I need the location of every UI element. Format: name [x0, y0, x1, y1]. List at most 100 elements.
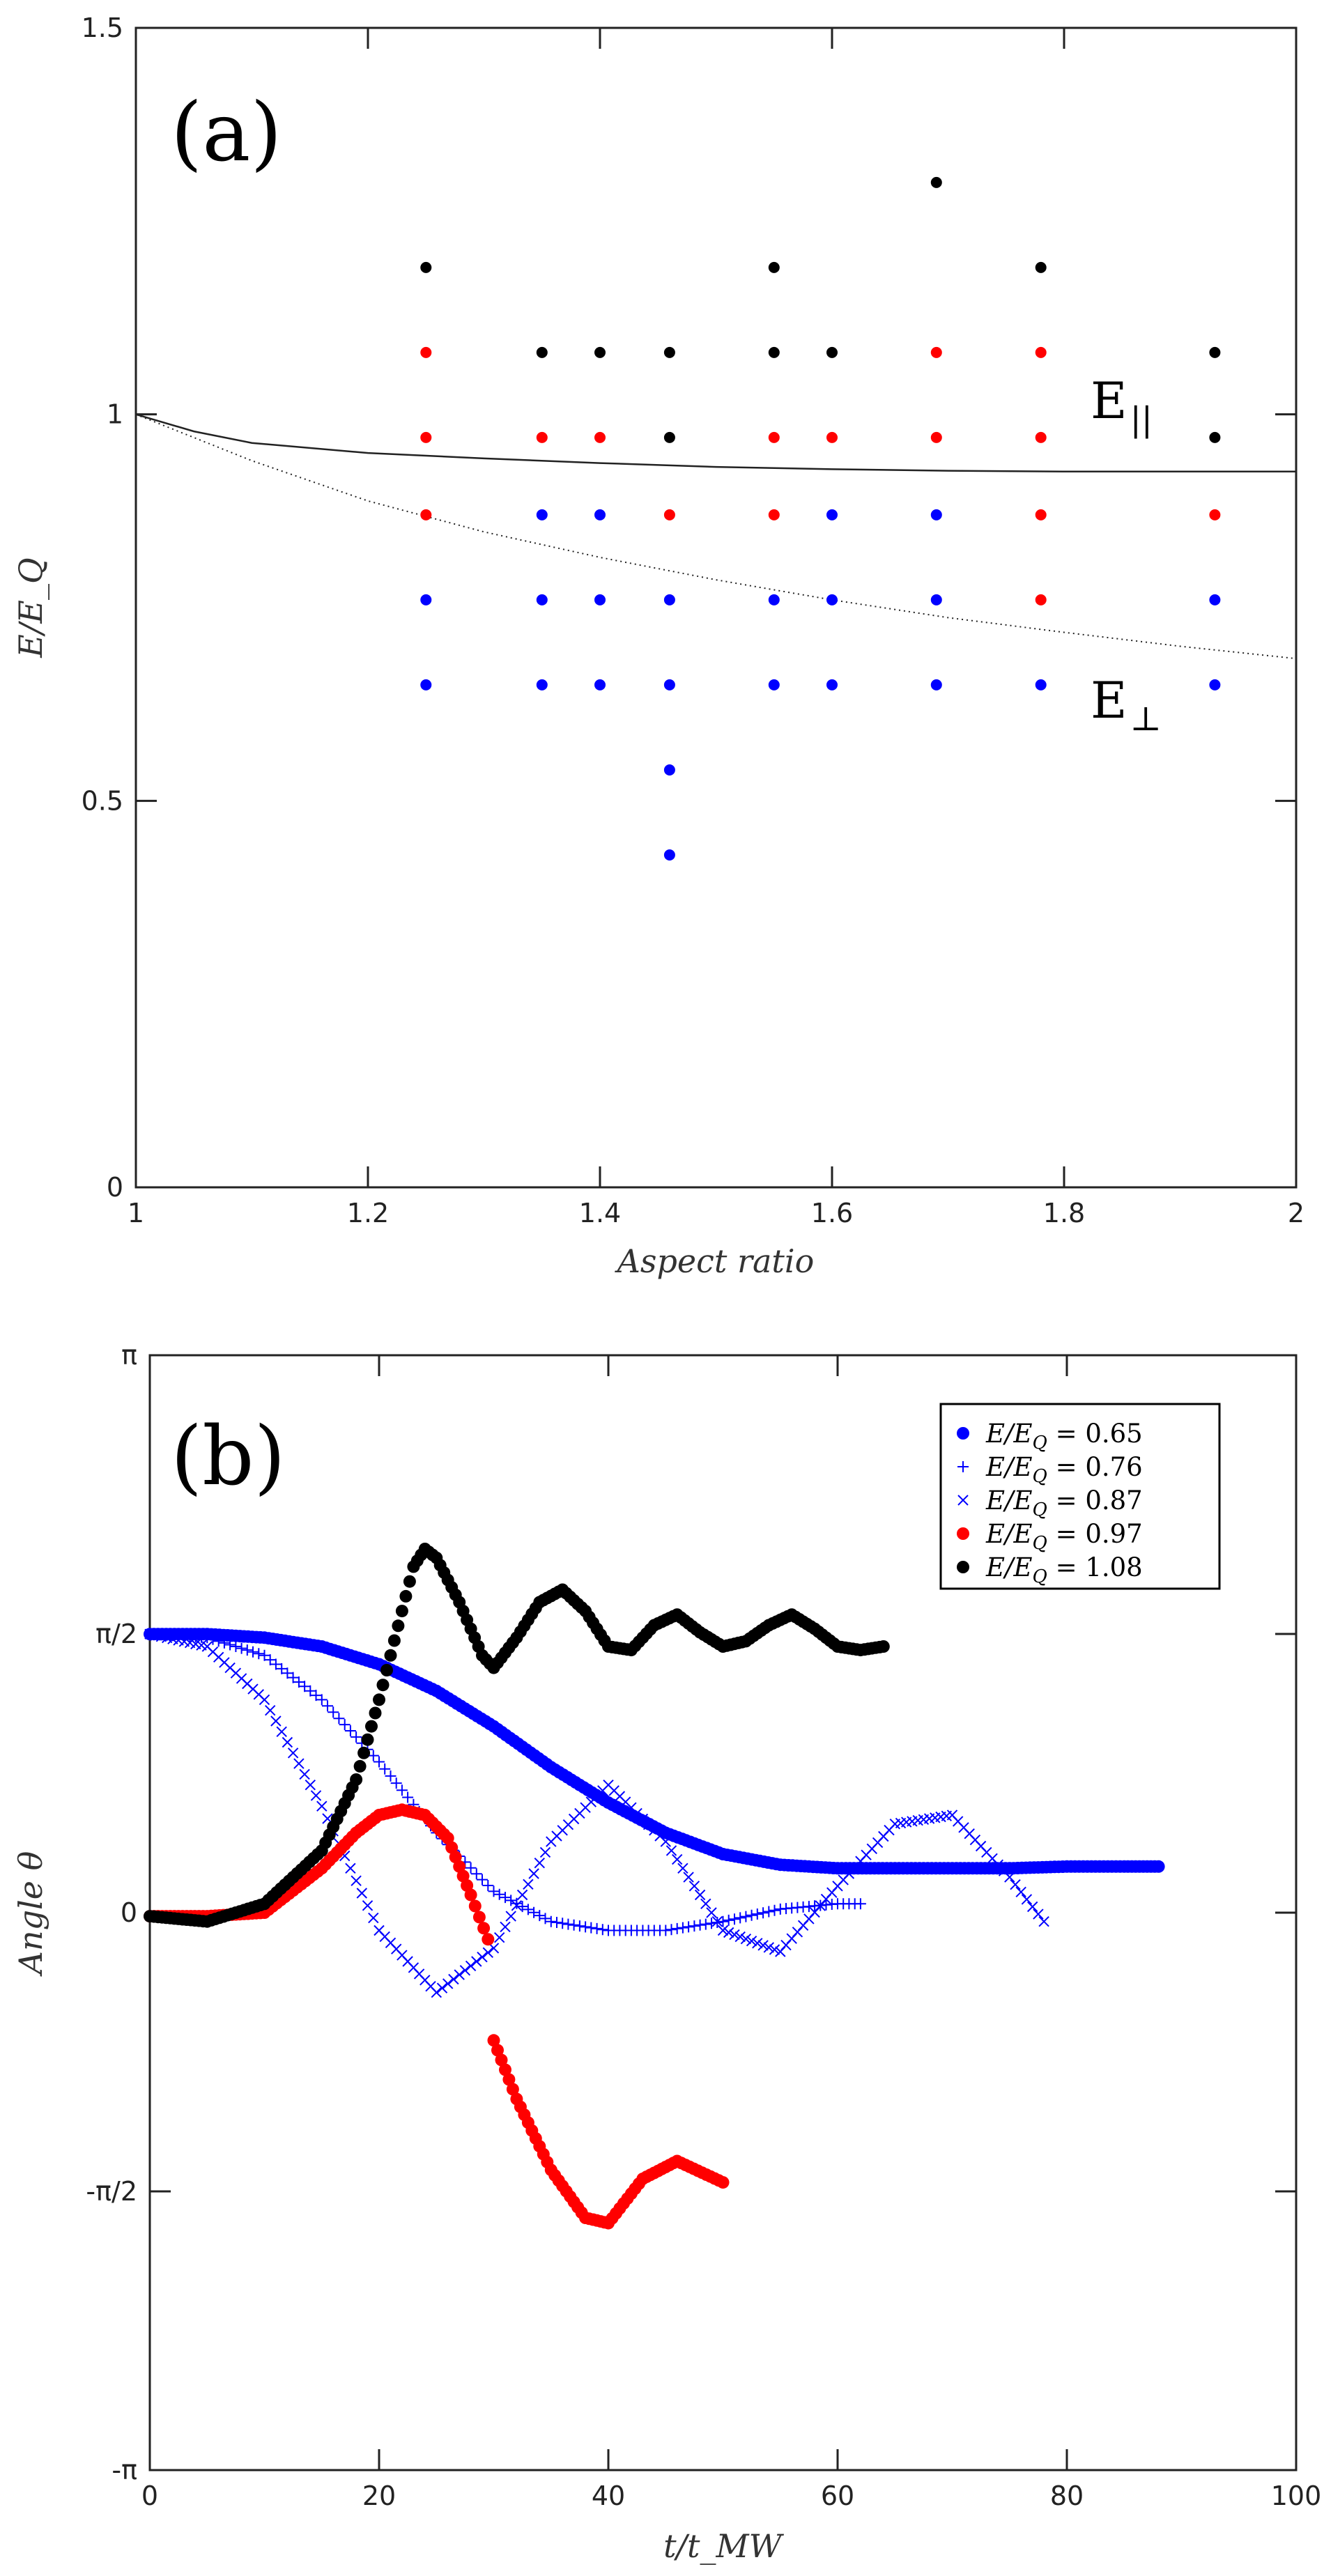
series-1 — [144, 1628, 866, 1936]
data-point — [390, 1777, 402, 1789]
legend-item: E/EQ = 0.97 — [957, 1519, 1143, 1554]
data-point — [344, 1725, 356, 1736]
data-point — [392, 1619, 405, 1633]
data-point — [305, 1779, 316, 1791]
data-point — [230, 1641, 242, 1652]
data-point — [477, 1951, 488, 1963]
panel-a-ytick-label: 0 — [107, 1172, 123, 1203]
data-point-red — [663, 509, 675, 520]
data-point — [499, 2063, 511, 2076]
data-point — [351, 1731, 362, 1743]
legend-box — [939, 1403, 1221, 1590]
data-point — [734, 1931, 746, 1943]
data-point — [534, 1857, 546, 1869]
data-point — [751, 1908, 763, 1920]
data-point — [740, 1911, 752, 1922]
panel-b-ylabel: Angle θ — [12, 1851, 49, 1977]
data-point — [276, 1726, 287, 1738]
data-point-blue — [594, 509, 606, 520]
data-point — [665, 1845, 677, 1856]
data-point — [717, 1915, 729, 1927]
panel-a-ylabel: E/E_Q — [12, 557, 49, 658]
legend-label-value: = 0.65 — [1047, 1419, 1143, 1449]
data-point — [700, 1918, 711, 1930]
data-point — [493, 1931, 505, 1943]
data-point-red — [1035, 594, 1047, 606]
data-point — [1038, 1915, 1049, 1927]
series-4 — [144, 1543, 890, 1928]
data-point-red — [536, 431, 548, 443]
data-point — [465, 1960, 477, 1972]
data-point — [523, 1879, 534, 1890]
data-point — [723, 1927, 734, 1938]
data-point — [270, 1658, 282, 1670]
data-point-black — [768, 261, 780, 273]
panel-a-ytick-label: 1.5 — [82, 13, 123, 43]
data-point — [456, 1869, 470, 1883]
data-point — [448, 1973, 459, 1985]
data-point — [671, 1922, 683, 1934]
data-point — [402, 1791, 414, 1803]
data-point — [293, 1758, 305, 1769]
data-point — [356, 1888, 368, 1899]
data-point-blue — [930, 679, 942, 691]
data-point — [1152, 1860, 1165, 1873]
data-point-black — [826, 346, 838, 358]
data-point-black — [663, 346, 675, 358]
legend-label: E/EQ = 0.65 — [985, 1419, 1143, 1453]
data-point — [247, 1646, 259, 1658]
data-point-blue — [826, 509, 838, 520]
legend-label-value: = 1.08 — [1047, 1552, 1143, 1582]
data-point — [253, 1648, 265, 1660]
data-point — [677, 1862, 688, 1874]
data-point — [367, 1750, 379, 1761]
legend-label-main: E/E — [985, 1452, 1032, 1482]
data-point — [361, 1733, 374, 1746]
data-point — [488, 1885, 500, 1897]
data-point — [351, 1875, 362, 1886]
data-point — [763, 1942, 775, 1953]
data-point-black — [1209, 346, 1221, 358]
data-point-blue — [594, 594, 606, 606]
data-point-blue — [420, 679, 432, 691]
data-point — [522, 1904, 534, 1915]
data-point — [1004, 1872, 1015, 1883]
panel-a-xlabel: Aspect ratio — [615, 1242, 815, 1280]
data-point — [470, 1868, 482, 1880]
data-point — [350, 1773, 363, 1786]
legend-marker — [957, 1495, 969, 1506]
data-point — [729, 1913, 740, 1925]
data-point-blue — [663, 679, 675, 691]
data-point — [574, 1920, 585, 1932]
data-point — [757, 1940, 769, 1951]
data-point — [769, 1904, 780, 1916]
data-point — [500, 1921, 511, 1933]
data-point — [471, 1956, 482, 1967]
data-point — [694, 1919, 706, 1931]
panel-b-xtick-label: 100 — [1271, 2481, 1322, 2511]
panel-a-xtick-label: 1.2 — [347, 1198, 389, 1228]
data-point — [241, 1644, 253, 1656]
panel-b-ytick-label: π/2 — [95, 1619, 137, 1649]
data-point — [310, 1690, 322, 1702]
data-point — [376, 1679, 390, 1692]
series-3 — [144, 1803, 730, 2230]
legend-label-value: = 0.97 — [1047, 1519, 1143, 1549]
legend-item: E/EQ = 1.08 — [957, 1552, 1143, 1587]
data-point — [380, 1664, 393, 1676]
data-point — [562, 1918, 574, 1930]
panel-b-xtick-label: 0 — [141, 2481, 158, 2511]
data-point — [516, 1889, 528, 1901]
series-0 — [144, 1628, 1165, 1875]
data-point — [201, 1632, 213, 1644]
data-point-blue — [768, 594, 780, 606]
legend-label: E/EQ = 0.76 — [985, 1452, 1143, 1487]
data-point — [445, 1841, 459, 1854]
data-point-red — [1035, 509, 1047, 520]
data-point — [373, 1693, 385, 1706]
panel-a-xtick-label: 1 — [128, 1198, 144, 1228]
data-point-blue — [1035, 679, 1047, 691]
data-point — [723, 1914, 734, 1926]
legend-marker — [957, 1561, 969, 1573]
legend-item: E/EQ = 0.65 — [957, 1419, 1143, 1453]
